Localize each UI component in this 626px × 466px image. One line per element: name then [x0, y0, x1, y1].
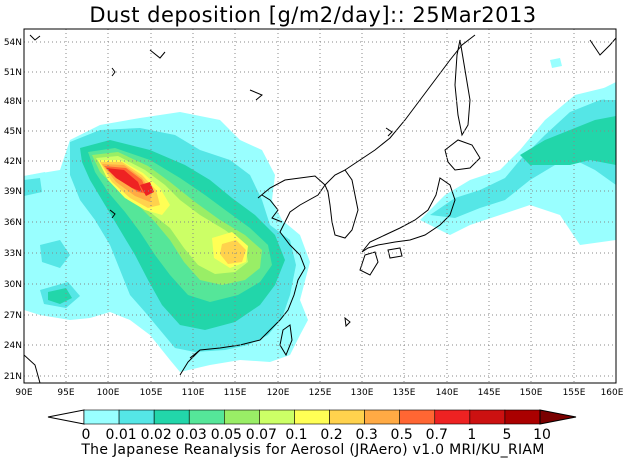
lat-label: 27N [4, 311, 22, 321]
footer-credit: The Japanese Reanalysis for Aerosol (JRA… [81, 442, 545, 458]
colorbar-label: 0.7 [426, 427, 448, 440]
lon-label: 145E [478, 388, 501, 398]
lon-label: 160E [601, 388, 624, 398]
lon-label: 115E [224, 388, 247, 398]
lat-label: 33N [4, 249, 22, 259]
lon-label: 125E [309, 388, 332, 398]
colorbar-box [188, 409, 225, 425]
colorbar-box [118, 409, 155, 425]
colorbar-label: 1 [467, 427, 476, 440]
colorbar-box [259, 409, 295, 425]
colorbar-label: 0.2 [320, 427, 342, 440]
colorbar-label: 0.3 [355, 427, 377, 440]
lat-label: 39N [4, 187, 22, 197]
lon-label: 100E [97, 388, 120, 398]
dust-shading [24, 58, 616, 372]
lon-label: 135E [393, 388, 416, 398]
colorbar-label: 0.03 [176, 427, 207, 440]
colorbar-label: 0.02 [141, 427, 172, 440]
lat-label: 51N [4, 68, 22, 78]
lon-label: 155E [563, 388, 586, 398]
colorbar-right-arrow [539, 409, 577, 425]
map-title: Dust deposition [g/m2/day]:: 25Mar2013 [89, 3, 537, 27]
colorbar-label: 5 [502, 427, 511, 440]
lat-label: 54N [4, 38, 22, 48]
lat-label: 30N [4, 280, 22, 290]
plot-frame [23, 28, 617, 384]
lon-label: 120E [267, 388, 290, 398]
lat-label: 24N [4, 341, 22, 351]
lat-label: 45N [4, 127, 22, 137]
colorbar-label: 0.07 [246, 427, 277, 440]
colorbar: 0 0.01 0.02 0.03 0.05 0.07 0.1 0.2 0.3 0.5 0.7 1 5 10 [47, 409, 577, 440]
colorbar-box [469, 409, 506, 425]
colorbar-box [153, 409, 190, 425]
colorbar-label: 0.1 [285, 427, 307, 440]
colorbar-box [434, 409, 471, 425]
colorbar-label: 0 [82, 427, 91, 440]
colorbar-box [224, 409, 260, 425]
lon-label: 90E [15, 388, 32, 398]
colorbar-label: 0.5 [391, 427, 413, 440]
colorbar-box [364, 409, 400, 425]
colorbar-box [399, 409, 436, 425]
lon-label: 130E [351, 388, 374, 398]
colorbar-label: 0.05 [211, 427, 242, 440]
lat-label: 42N [4, 157, 22, 167]
colorbar-left-arrow [47, 409, 85, 425]
lon-label: 140E [436, 388, 459, 398]
colorbar-label: 0.01 [105, 427, 136, 440]
lon-label: 150E [520, 388, 543, 398]
colorbar-box [294, 409, 330, 425]
colorbar-box [329, 409, 365, 425]
longitude-labels: 90E 95E 100E 105E 110E 115E 120E 125E 13… [15, 388, 623, 398]
colorbar-box [83, 409, 120, 425]
dust-deposition-map: 54N 51N 48N 45N 42N 39N 36N 33N 30N 27N … [4, 28, 624, 440]
lat-label: 21N [4, 372, 22, 382]
graticule [24, 29, 616, 383]
lat-label: 36N [4, 218, 22, 228]
lon-label: 95E [57, 388, 74, 398]
colorbar-label: 10 [533, 427, 551, 440]
colorbar-box [504, 409, 541, 425]
lat-label: 48N [4, 97, 22, 107]
latitude-labels: 54N 51N 48N 45N 42N 39N 36N 33N 30N 27N … [4, 38, 22, 382]
lon-label: 110E [182, 388, 205, 398]
lon-label: 105E [140, 388, 163, 398]
